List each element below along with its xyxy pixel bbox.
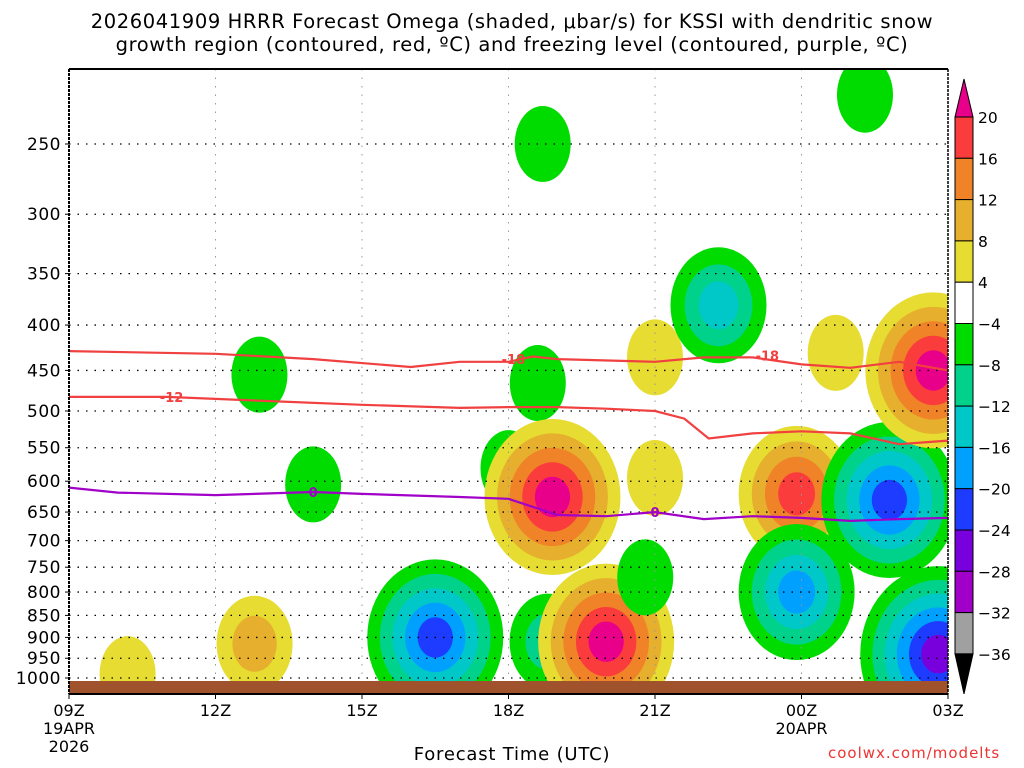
y-tick-label-850: 850	[27, 606, 61, 626]
x-tick-sublabel-09Z-1: 2026	[49, 737, 90, 756]
colorbar-swatch-3	[954, 240, 974, 283]
axes: 2503003504004505005506006507007508008509…	[16, 68, 964, 756]
x-tick-sublabel-09Z-0: 19APR	[43, 719, 95, 738]
y-tick-label-950: 950	[27, 649, 61, 669]
y-tick-label-450: 450	[27, 361, 61, 381]
omega-blob-19-band-0	[836, 69, 893, 133]
ground-layer	[69, 681, 948, 694]
colorbar-label-12: −32	[978, 605, 1011, 623]
colorbar-legend: 20 16 12 8 4 −4 −8 −12 −16 −20 −24 −28 −32 −36	[954, 78, 1011, 695]
contour-lines: -12 -18 -18 0 0	[69, 350, 948, 523]
omega-blob-1-band-0	[285, 446, 342, 523]
colorbar-label-1: 16	[978, 150, 998, 168]
colorbar-label-4: 4	[978, 274, 988, 292]
omega-blob-20-band-4	[915, 350, 948, 391]
colorbar-arrow-bottom	[954, 653, 974, 695]
contour-label-0: -12	[160, 391, 184, 406]
omega-blob-10-band-4	[588, 621, 624, 662]
omega-blob-6-band-0	[509, 345, 566, 422]
contour-2	[69, 350, 948, 372]
colorbar-swatch-8	[954, 446, 974, 490]
credit-link[interactable]: coolwx.com/modelts	[828, 744, 1001, 762]
y-tick-label-700: 700	[27, 532, 61, 552]
y-tick-label-400: 400	[27, 316, 61, 336]
colorbar-swatch-4	[954, 281, 974, 325]
omega-blob-18-band-4	[871, 479, 908, 521]
colorbar-label-13: −36	[978, 646, 1011, 664]
y-tick-label-250: 250	[27, 135, 61, 155]
x-tick-sublabel-00Z-0: 20APR	[775, 719, 827, 738]
colorbar-label-6: −8	[978, 357, 1001, 375]
colorbar-swatch-6	[954, 364, 974, 407]
chart-title-line-2: growth region (contoured, red, ºC) and f…	[115, 33, 909, 56]
colorbar-label-2: 12	[978, 192, 998, 210]
y-tick-label-900: 900	[27, 628, 61, 648]
colorbar-label-11: −28	[978, 563, 1011, 581]
omega-blob-12-band-0	[617, 539, 674, 616]
contour-label-2: -18	[756, 350, 780, 365]
x-tick-label-09Z: 09Z	[53, 701, 84, 720]
colorbar-swatch-7	[954, 405, 974, 448]
colorbar-swatch-10	[954, 529, 974, 572]
y-tick-label-300: 300	[27, 205, 61, 225]
colorbar-arrow-top	[954, 78, 974, 118]
omega-blob-15-band-3	[778, 472, 816, 516]
ground-fill	[69, 681, 948, 694]
omega-blob-8-band-4	[534, 476, 571, 518]
omega-blob-5-band-0	[514, 106, 571, 182]
colorbar-label-9: −20	[978, 481, 1011, 499]
contour-label-3: 0	[309, 486, 318, 501]
omega-blob-16-band-0	[807, 314, 864, 391]
colorbar-swatch-0	[954, 116, 974, 159]
x-tick-label-15Z: 15Z	[346, 701, 377, 720]
x-tick-label-00Z: 00Z	[786, 701, 817, 720]
omega-blob-2-band-0	[99, 636, 156, 694]
y-tick-label-800: 800	[27, 583, 61, 603]
colorbar-swatch-12	[954, 612, 974, 655]
y-tick-label-550: 550	[27, 439, 61, 459]
colorbar-swatch-2	[954, 199, 974, 242]
colorbar-label-7: −12	[978, 398, 1011, 416]
colorbar-label-0: 20	[978, 109, 998, 127]
x-tick-label-21Z: 21Z	[639, 701, 670, 720]
y-tick-label-350: 350	[27, 265, 61, 285]
omega-blob-14-band-2	[698, 281, 739, 330]
contour-1	[69, 395, 948, 446]
x-tick-label-03Z: 03Z	[932, 701, 963, 720]
omega-blob-17-band-3	[778, 570, 816, 614]
colorbar-label-10: −24	[978, 522, 1011, 540]
omega-blob-21-band-5	[921, 634, 948, 674]
colorbar-swatch-5	[954, 323, 974, 366]
colorbar-swatch-1	[954, 157, 974, 201]
contour-label-1: -18	[502, 353, 526, 368]
colorbar-label-3: 8	[978, 233, 988, 251]
y-tick-label-1000: 1000	[16, 669, 61, 689]
x-tick-label-12Z: 12Z	[200, 701, 231, 720]
y-tick-label-650: 650	[27, 503, 61, 523]
colorbar-swatch-11	[954, 570, 974, 614]
omega-blob-3-band-1	[232, 615, 277, 672]
contour-label-4: 0	[650, 506, 659, 521]
y-tick-label-750: 750	[27, 558, 61, 578]
chart-title-line-1: 2026041909 HRRR Forecast Omega (shaded, …	[90, 10, 934, 33]
colorbar-label-5: −4	[978, 316, 1001, 334]
y-tick-label-600: 600	[27, 472, 61, 492]
contour-3	[69, 486, 948, 523]
omega-blob-13-band-0	[627, 319, 683, 396]
x-axis-label: Forecast Time (UTC)	[413, 744, 611, 765]
y-tick-label-500: 500	[27, 402, 61, 422]
colorbar-label-8: −16	[978, 439, 1011, 457]
x-tick-label-18Z: 18Z	[493, 701, 524, 720]
colorbar-swatch-9	[954, 488, 974, 531]
